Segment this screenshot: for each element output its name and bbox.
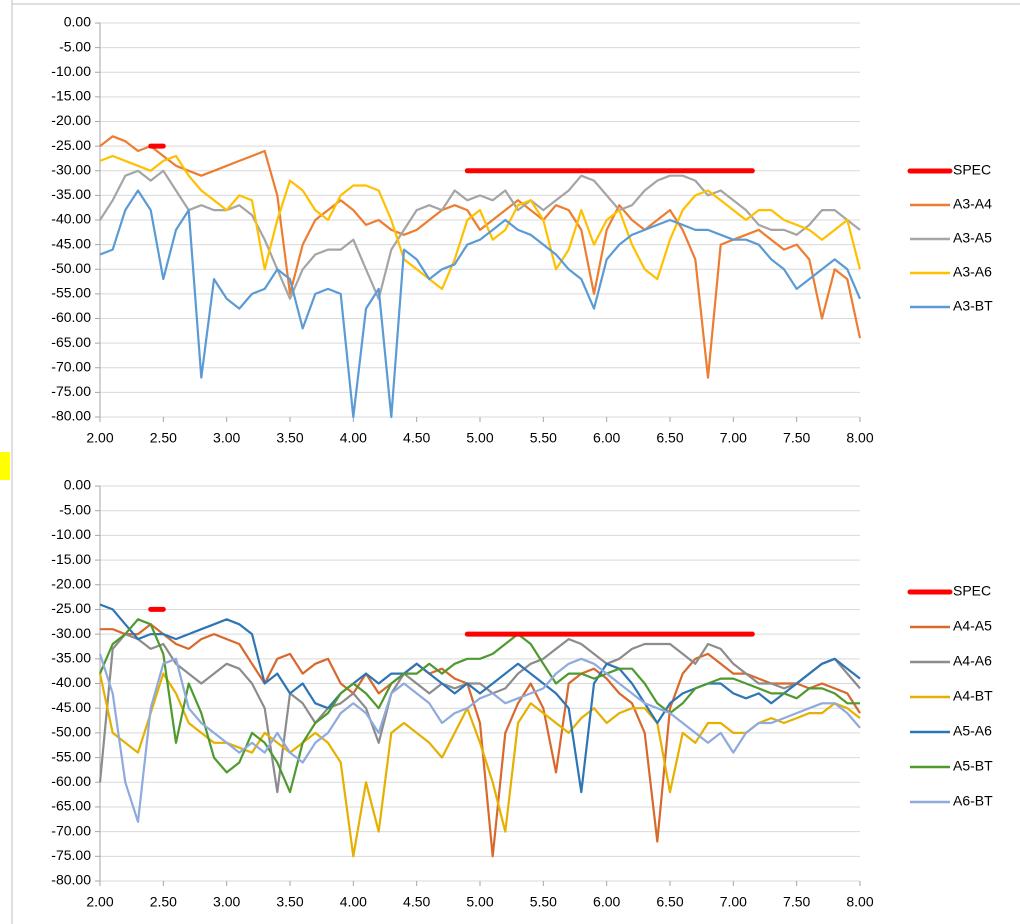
y-tick-label: -75.00 (51, 847, 91, 863)
x-tick-label: 3.00 (213, 894, 240, 910)
y-tick-label: -45.00 (51, 699, 91, 715)
x-tick-label: 2.00 (86, 894, 113, 910)
y-tick-label: -80.00 (51, 408, 91, 424)
legend-label: A5-BT (953, 758, 993, 774)
legend-label: A3-A6 (953, 264, 992, 280)
y-tick-label: -45.00 (51, 235, 91, 251)
y-tick-label: -25.00 (51, 137, 91, 153)
y-tick-label: -75.00 (51, 383, 91, 399)
x-tick-label: 6.00 (593, 894, 620, 910)
legend-label: A4-A5 (953, 618, 992, 634)
y-tick-label: -50.00 (51, 724, 91, 740)
x-tick-label: 8.00 (846, 430, 873, 446)
x-tick-label: 7.00 (720, 430, 747, 446)
y-tick-label: -15.00 (51, 88, 91, 104)
y-tick-label: -55.00 (51, 748, 91, 764)
highlight (0, 452, 10, 480)
y-tick-label: -70.00 (51, 358, 91, 374)
x-tick-label: 6.00 (593, 430, 620, 446)
y-tick-label: -80.00 (51, 872, 91, 888)
y-tick-label: -5.00 (59, 38, 91, 54)
x-tick-label: 4.00 (340, 430, 367, 446)
y-tick-label: -20.00 (51, 112, 91, 128)
legend-label: A4-A6 (953, 653, 992, 669)
y-tick-label: -65.00 (51, 334, 91, 350)
y-tick-label: -40.00 (51, 674, 91, 690)
data-line (100, 623, 861, 858)
y-tick-label: -60.00 (51, 309, 91, 325)
y-tick-label: -30.00 (51, 161, 91, 177)
legend-label: A3-BT (953, 298, 993, 314)
y-tick-label: -35.00 (51, 650, 91, 666)
data-line (98, 653, 861, 823)
y-tick-label: -25.00 (51, 600, 91, 616)
x-tick-label: 4.50 (403, 894, 430, 910)
x-tick-label: 8.00 (846, 894, 873, 910)
x-tick-label: 3.50 (276, 430, 303, 446)
legend-label: A6-BT (953, 793, 993, 809)
y-tick-label: -40.00 (51, 211, 91, 227)
spec-line (148, 143, 755, 174)
x-tick-label: 2.50 (150, 430, 177, 446)
data-line (99, 154, 862, 290)
y-tick-label: -50.00 (51, 260, 91, 276)
legend-label: A5-A6 (953, 723, 992, 739)
x-tick-label: 7.00 (720, 894, 747, 910)
y-tick-label: -35.00 (51, 186, 91, 202)
y-tick-label: -55.00 (51, 285, 91, 301)
data-line (98, 633, 861, 794)
x-tick-label: 5.50 (530, 894, 557, 910)
x-tick-label: 2.00 (86, 430, 113, 446)
y-tick-label: -20.00 (51, 575, 91, 591)
data-line (98, 618, 860, 794)
x-tick-label: 7.50 (783, 430, 810, 446)
x-tick-label: 6.50 (656, 430, 683, 446)
y-tick-label: -10.00 (51, 63, 91, 79)
y-tick-label: 0.00 (64, 477, 91, 493)
x-tick-label: 4.50 (403, 430, 430, 446)
legend-label: SPEC (953, 162, 991, 178)
legend-label: A4-BT (953, 688, 993, 704)
x-tick-label: 5.00 (466, 894, 493, 910)
data-line (99, 603, 861, 794)
legend-label: SPEC (953, 583, 991, 599)
x-tick-label: 6.50 (656, 894, 683, 910)
x-tick-label: 7.50 (783, 894, 810, 910)
x-tick-label: 3.00 (213, 430, 240, 446)
x-tick-label: 5.50 (530, 430, 557, 446)
x-tick-label: 2.50 (150, 894, 177, 910)
legend-label: A3-A5 (953, 230, 992, 246)
y-tick-label: -10.00 (51, 526, 91, 542)
y-tick-label: -15.00 (51, 551, 91, 567)
y-tick-label: -30.00 (51, 625, 91, 641)
y-tick-label: 0.00 (64, 14, 91, 30)
data-line (99, 189, 862, 419)
x-tick-label: 4.00 (340, 894, 367, 910)
y-tick-label: -70.00 (51, 822, 91, 838)
spec-line (148, 606, 755, 637)
x-tick-label: 5.00 (466, 430, 493, 446)
legend-label: A3-A4 (953, 196, 992, 212)
x-tick-label: 3.50 (276, 894, 303, 910)
y-tick-label: -65.00 (51, 798, 91, 814)
y-tick-label: -5.00 (59, 501, 91, 517)
y-tick-label: -60.00 (51, 773, 91, 789)
